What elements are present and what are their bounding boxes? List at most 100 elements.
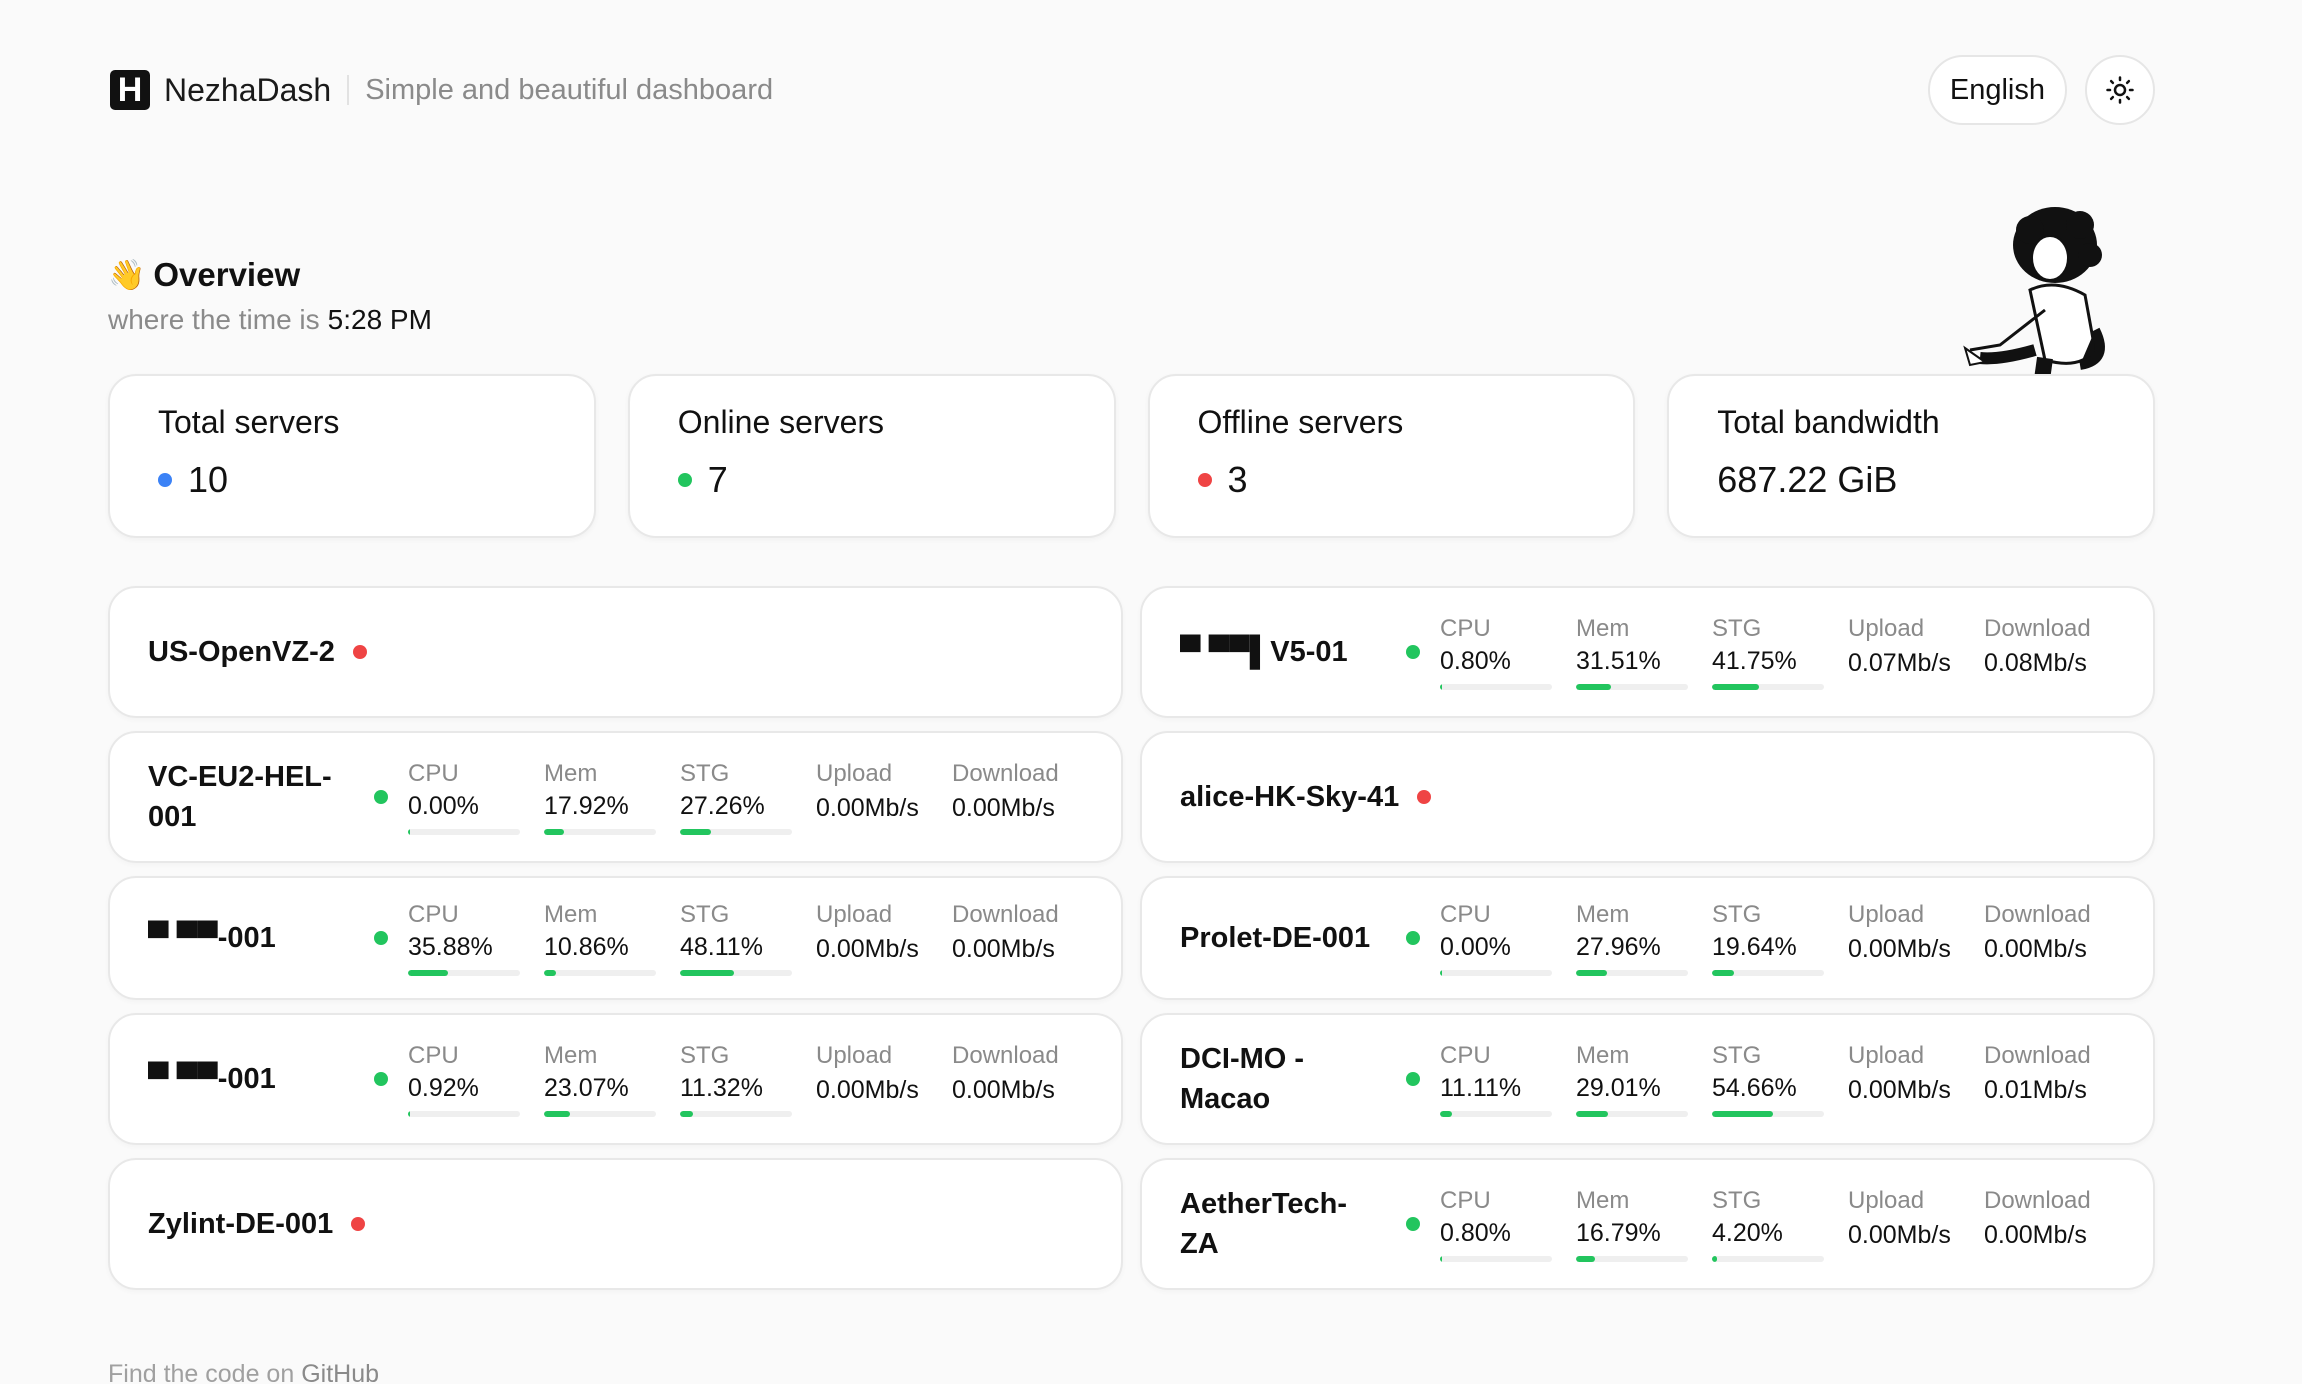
metric-label: Mem (544, 1041, 598, 1069)
stat-value: 3 (1227, 459, 1248, 500)
server-metrics: CPU 0.80% Mem 16.79% STG 4.20% Upload 0.00Mb/s D… (1440, 1187, 2120, 1262)
usage-bar (680, 828, 792, 835)
metric-value: 4.20% (1712, 1218, 1783, 1247)
usage-bar-fill (1576, 1255, 1595, 1262)
usage-bar-fill (544, 969, 557, 976)
metric-value: 0.00Mb/s (952, 1075, 1055, 1104)
usage-bar-fill (1712, 683, 1759, 690)
metric-mem: Mem 23.07% (544, 1042, 680, 1117)
metric-label: Upload (816, 900, 893, 928)
metric-upload: Upload 0.00Mb/s (1848, 901, 1984, 976)
metric-label: Upload (816, 759, 893, 787)
metric-download: Download 0.08Mb/s (1984, 615, 2120, 690)
server-card[interactable]: ▀ ▀▀-001 CPU 35.88% Mem 10.86% STG 48.11% Uploa… (108, 876, 1123, 1000)
brand-name: NezhaDash (164, 71, 332, 108)
server-card[interactable]: VC-EU2-HEL-001 CPU 0.00% Mem 17.92% STG 27.26%… (108, 731, 1123, 863)
metric-label: Upload (816, 1041, 893, 1069)
server-card[interactable]: ▀ ▀▀-001 CPU 0.92% Mem 23.07% STG 11.32% Upload… (108, 1013, 1123, 1145)
stat-value-row: 7 (677, 459, 1066, 501)
usage-bar-fill (1440, 1110, 1453, 1117)
usage-bar (1440, 683, 1552, 690)
metric-value: 54.66% (1712, 1073, 1797, 1102)
usage-bar-fill (408, 1110, 411, 1117)
metric-label: Download (1984, 900, 2091, 928)
server-metrics: CPU 35.88% Mem 10.86% STG 48.11% Upload 0.00Mb/… (408, 901, 1088, 976)
metric-label: STG (680, 759, 730, 787)
metric-cpu: CPU 0.92% (408, 1042, 544, 1117)
server-card[interactable]: Prolet-DE-001 CPU 0.00% Mem 27.96% STG 19.64% U… (1140, 876, 2155, 1000)
metric-value: 0.00Mb/s (952, 793, 1055, 822)
usage-bar-fill (544, 828, 565, 835)
header-divider (347, 75, 350, 105)
metric-label: STG (680, 900, 730, 928)
current-time: 5:28 PM (327, 304, 432, 335)
metric-label: STG (1712, 614, 1762, 642)
usage-bar (1712, 1110, 1824, 1117)
server-card[interactable]: AetherTech-ZA CPU 0.80% Mem 16.79% STG 4.20% Up… (1140, 1158, 2155, 1290)
server-name: ▀ ▀▀▌V5-01 (1180, 636, 1348, 668)
footer-text: Find the code on (108, 1360, 295, 1384)
metric-label: Download (952, 1041, 1059, 1069)
server-card[interactable]: US-OpenVZ-2 (108, 586, 1123, 718)
metric-label: CPU (408, 759, 459, 787)
github-link[interactable]: GitHub (301, 1360, 380, 1384)
metric-upload: Upload 0.00Mb/s (816, 760, 952, 835)
metric-value: 11.32% (680, 1073, 763, 1102)
usage-bar-fill (408, 969, 449, 976)
metric-value: 0.00Mb/s (816, 934, 919, 963)
metric-cpu: CPU 0.80% (1440, 1187, 1576, 1262)
metric-mem: Mem 31.51% (1576, 615, 1712, 690)
metric-mem: Mem 17.92% (544, 760, 680, 835)
metric-label: Mem (544, 900, 598, 928)
status-dot (1197, 473, 1212, 487)
metric-value: 31.51% (1576, 646, 1661, 675)
metric-value: 0.00% (408, 791, 479, 820)
metric-value: 0.08Mb/s (1984, 648, 2087, 677)
metric-label: STG (1712, 900, 1762, 928)
metric-value: 0.07Mb/s (1848, 648, 1951, 677)
status-dot (1406, 931, 1420, 945)
server-name-wrap: DCI-MO - Macao (1180, 1039, 1420, 1119)
server-grid: US-OpenVZ-2 ▀ ▀▀▌V5-01 CPU 0.80% Mem 31.51% ST… (108, 586, 2155, 1290)
usage-bar (1576, 1255, 1688, 1262)
status-dot (158, 473, 172, 487)
usage-bar (1576, 1110, 1688, 1117)
metric-stg: STG 27.26% (680, 760, 816, 835)
metric-value: 10.86% (544, 932, 629, 961)
server-card[interactable]: ▀ ▀▀▌V5-01 CPU 0.80% Mem 31.51% STG 41.75% Uplo… (1140, 586, 2155, 718)
usage-bar-fill (1712, 1110, 1774, 1117)
metric-stg: STG 41.75% (1712, 615, 1848, 690)
usage-bar (1440, 1110, 1552, 1117)
server-name: ▀ ▀▀-001 (148, 922, 276, 954)
language-button[interactable]: English (1927, 55, 2067, 125)
stat-total-servers: Total servers 10 (108, 374, 596, 538)
server-name-wrap: Zylint-DE-001 (148, 1204, 366, 1244)
usage-bar (408, 969, 520, 976)
usage-bar (408, 828, 520, 835)
usage-bar-fill (1440, 969, 1443, 976)
stat-online-servers: Online servers 7 (627, 374, 1116, 538)
time-label: where the time is (108, 304, 320, 335)
stats-row: Total servers 10 Online servers 7 Offlin… (108, 374, 2155, 538)
status-dot (1406, 645, 1420, 659)
server-name-wrap: US-OpenVZ-2 (148, 632, 367, 672)
usage-bar (1440, 969, 1552, 976)
usage-bar (544, 828, 656, 835)
metric-value: 41.75% (1712, 646, 1797, 675)
metric-label: Upload (1848, 1186, 1925, 1214)
metric-value: 0.80% (1440, 646, 1511, 675)
metric-label: Upload (1848, 1041, 1925, 1069)
theme-toggle-button[interactable] (2085, 55, 2155, 125)
server-card[interactable]: DCI-MO - Macao CPU 11.11% Mem 29.01% STG 54.66… (1140, 1013, 2155, 1145)
server-metrics: CPU 0.00% Mem 27.96% STG 19.64% Upload 0.00Mb/s… (1440, 901, 2120, 976)
status-dot (374, 931, 388, 945)
metric-value: 0.00Mb/s (816, 1075, 919, 1104)
metric-value: 17.92% (544, 791, 629, 820)
server-name: Zylint-DE-001 (148, 1208, 334, 1240)
server-card[interactable]: alice-HK-Sky-41 (1140, 731, 2155, 863)
metric-label: Download (952, 900, 1059, 928)
metric-upload: Upload 0.00Mb/s (816, 901, 952, 976)
logo-icon[interactable]: H (110, 70, 150, 110)
usage-bar (1712, 969, 1824, 976)
server-card[interactable]: Zylint-DE-001 (108, 1158, 1123, 1290)
